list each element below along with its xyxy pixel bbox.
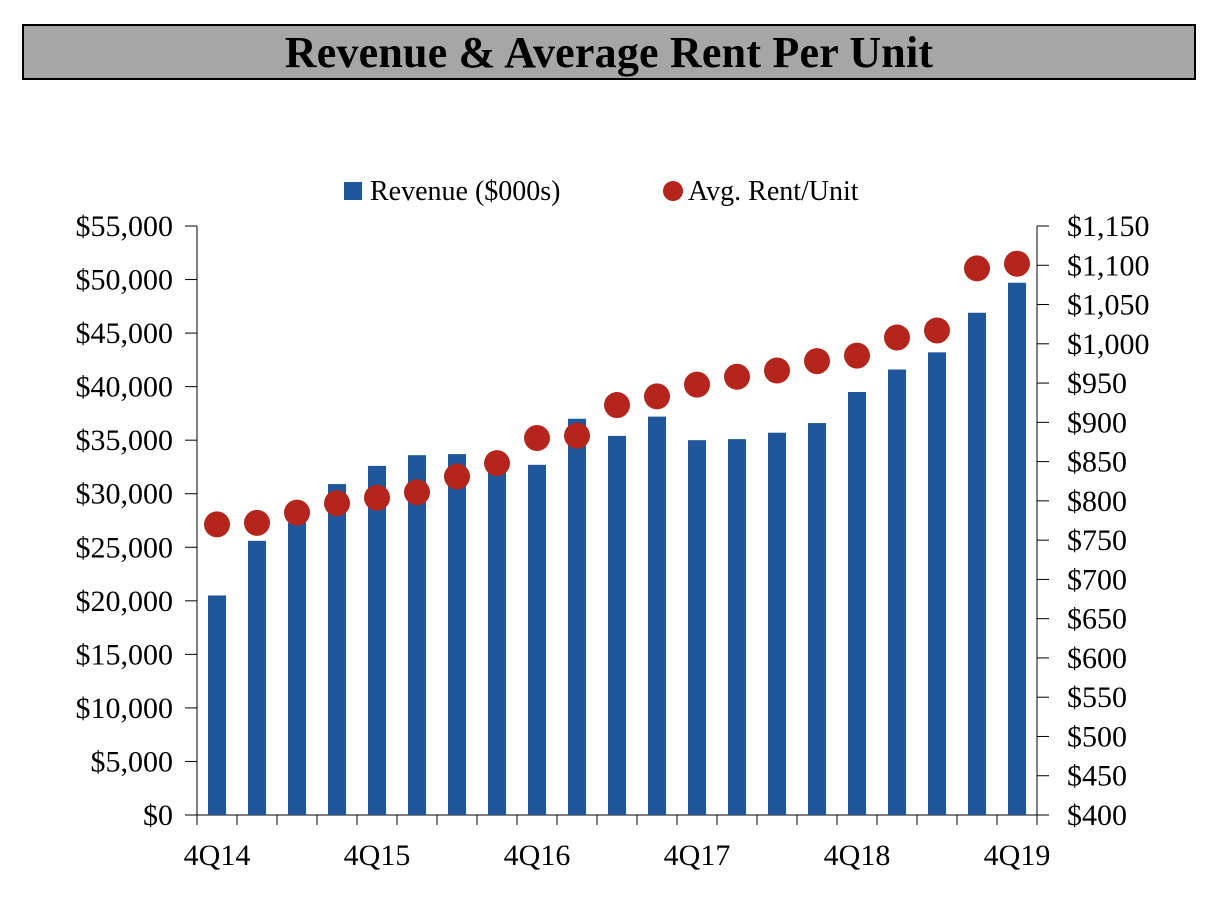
revenue-bar (968, 312, 986, 815)
rent-dot (204, 511, 230, 538)
x-axis-tick-label: 4Q14 (184, 839, 251, 872)
x-axis-tick-label: 4Q18 (824, 839, 891, 872)
left-axis-tick-label: $10,000 (76, 692, 174, 725)
left-axis-tick-label: $0 (143, 799, 173, 832)
revenue-bar (368, 465, 386, 815)
revenue-bar (648, 416, 666, 815)
right-axis-tick-label: $1,000 (1067, 328, 1150, 361)
revenue-bar (288, 522, 306, 815)
left-axis-tick-label: $40,000 (76, 371, 174, 404)
left-axis-tick-label: $25,000 (76, 531, 174, 564)
revenue-bar (448, 454, 466, 815)
revenue-bar (1008, 282, 1026, 815)
rent-dot (644, 383, 670, 410)
revenue-bar (328, 484, 346, 815)
left-axis-tick-label: $30,000 (76, 478, 174, 511)
rent-dot (804, 348, 830, 375)
rent-dot (444, 463, 470, 490)
rent-dot (324, 490, 350, 517)
chart-title: Revenue & Average Rent Per Unit (284, 27, 934, 77)
right-axis-tick-label: $800 (1067, 485, 1127, 518)
revenue-bar (888, 369, 906, 815)
revenue-bar (768, 432, 786, 815)
right-axis-tick-label: $700 (1067, 563, 1127, 596)
rent-dots (204, 250, 1030, 538)
rent-dot (244, 509, 270, 536)
revenue-bar (808, 423, 826, 815)
left-axis-tick-label: $55,000 (76, 210, 174, 243)
revenue-bar (528, 464, 546, 815)
rent-dot (844, 342, 870, 369)
right-axis-tick-label: $950 (1067, 367, 1127, 400)
right-axis-tick-label: $600 (1067, 642, 1127, 675)
x-axis-tick-label: 4Q16 (504, 839, 571, 872)
rent-dot (364, 484, 390, 511)
revenue-bar (688, 440, 706, 815)
revenue-bars (208, 282, 1026, 815)
axes: $0 $5,000 $10,000 $15,000 $20,000 $25,000 $30,… (76, 210, 1150, 872)
revenue-bar (568, 418, 586, 815)
right-axis-tick-label: $450 (1067, 760, 1127, 793)
right-axis-tick-label: $650 (1067, 603, 1127, 636)
right-axis-tick-label: $1,100 (1067, 249, 1150, 282)
revenue-bar (208, 595, 226, 815)
left-axis-tick-label: $45,000 (76, 317, 174, 350)
revenue-bar (608, 435, 626, 815)
x-axis-tick-label: 4Q15 (344, 839, 411, 872)
rent-dot (404, 479, 430, 506)
right-axis-tick-label: $1,050 (1067, 289, 1150, 322)
right-axis-tick-label: $400 (1067, 799, 1127, 832)
revenue-bar (408, 455, 426, 815)
rent-dot (964, 255, 990, 282)
left-axis-tick-label: $5,000 (91, 745, 174, 778)
legend-revenue-label: Revenue ($000s) (370, 176, 561, 207)
right-axis-tick-label: $750 (1067, 524, 1127, 557)
revenue-bar (488, 466, 506, 815)
rent-dot (764, 357, 790, 384)
left-axis-tick-label: $20,000 (76, 585, 174, 618)
rent-dot (1004, 250, 1030, 277)
legend-revenue-swatch (344, 182, 362, 200)
right-axis-tick-label: $1,150 (1067, 210, 1150, 243)
left-axis-tick-label: $15,000 (76, 638, 174, 671)
legend: Revenue ($000s) Avg. Rent/Unit (344, 176, 859, 207)
rent-dot (284, 499, 310, 526)
chart-title-bar: Revenue & Average Rent Per Unit (22, 24, 1196, 80)
x-axis-tick-label: 4Q19 (984, 839, 1051, 872)
rent-dot (524, 425, 550, 452)
left-axis-tick-label: $50,000 (76, 264, 174, 297)
revenue-bar (248, 540, 266, 815)
rent-dot (884, 324, 910, 351)
legend-rent-swatch (663, 181, 683, 201)
revenue-bar (848, 391, 866, 815)
right-axis-tick-label: $850 (1067, 446, 1127, 479)
rent-dot (684, 371, 710, 398)
legend-rent-label: Avg. Rent/Unit (688, 176, 859, 207)
right-axis-tick-label: $900 (1067, 406, 1127, 439)
x-axis-tick-label: 4Q17 (664, 839, 731, 872)
rent-dot (484, 450, 510, 477)
right-axis-tick-label: $500 (1067, 720, 1127, 753)
rent-dot (924, 317, 950, 344)
rent-dot (604, 392, 630, 419)
revenue-bar (928, 352, 946, 815)
left-axis-tick-label: $35,000 (76, 424, 174, 457)
right-axis-tick-label: $550 (1067, 681, 1127, 714)
rent-dot (724, 363, 750, 390)
rent-dot (564, 422, 590, 449)
revenue-bar (728, 439, 746, 815)
